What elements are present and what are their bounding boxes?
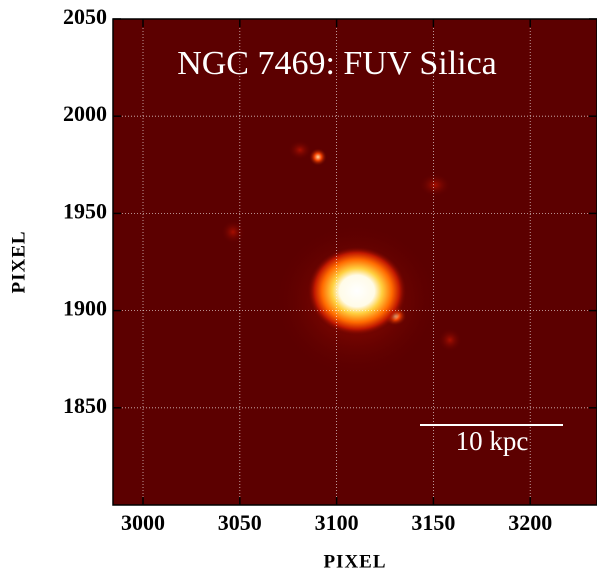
plot-frame xyxy=(112,18,597,506)
scale-bar-label: 10 kpc xyxy=(456,426,529,456)
y-axis-label: PIXEL xyxy=(8,230,29,293)
y-tick-label: 1950 xyxy=(63,198,107,223)
x-tick-label: 3200 xyxy=(508,510,552,535)
x-tick-label: 3050 xyxy=(218,510,262,535)
image xyxy=(113,19,597,505)
chart-title: NGC 7469: FUV Silica xyxy=(177,45,497,82)
x-tick-label: 3000 xyxy=(121,510,165,535)
y-tick-label: 2050 xyxy=(63,4,107,29)
y-tick-label: 1900 xyxy=(63,296,107,321)
y-tick-label: 1850 xyxy=(63,393,107,418)
x-axis-label: PIXEL xyxy=(323,551,386,572)
x-tick-label: 3150 xyxy=(411,510,455,535)
x-tick-label: 3100 xyxy=(315,510,359,535)
y-tick-label: 2000 xyxy=(63,101,107,126)
